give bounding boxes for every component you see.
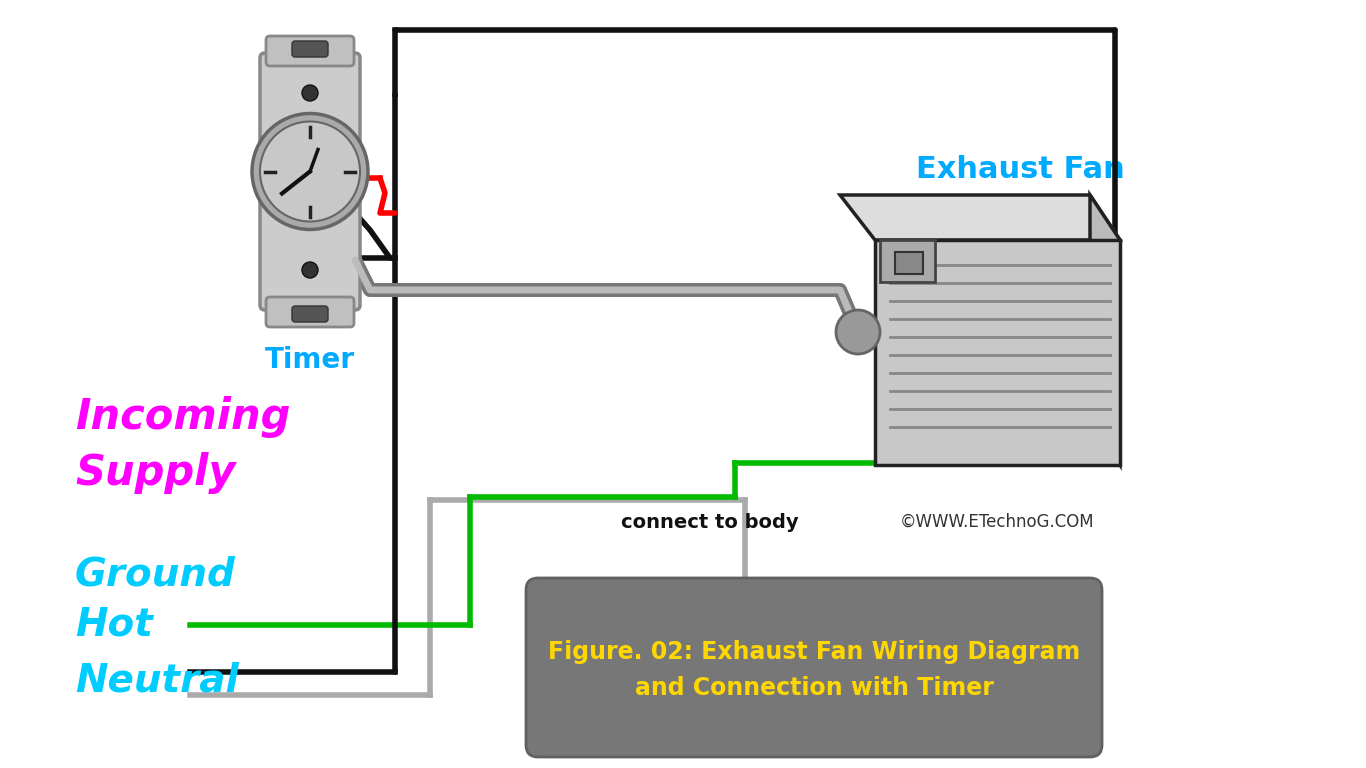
Text: Timer: Timer bbox=[265, 346, 355, 374]
Bar bbox=[880, 240, 934, 282]
Text: Ground: Ground bbox=[75, 556, 236, 594]
Circle shape bbox=[836, 310, 880, 354]
Circle shape bbox=[251, 114, 367, 230]
FancyBboxPatch shape bbox=[266, 36, 354, 66]
Polygon shape bbox=[876, 240, 1120, 465]
Circle shape bbox=[302, 262, 318, 278]
Text: Hot: Hot bbox=[75, 606, 153, 644]
Text: connect to body: connect to body bbox=[622, 512, 799, 531]
FancyBboxPatch shape bbox=[266, 297, 354, 327]
Text: Exhaust Fan: Exhaust Fan bbox=[915, 155, 1124, 184]
Polygon shape bbox=[840, 195, 1120, 240]
Circle shape bbox=[260, 121, 361, 221]
Bar bbox=[895, 252, 923, 274]
Circle shape bbox=[302, 85, 318, 101]
Polygon shape bbox=[1090, 195, 1120, 465]
Text: Figure. 02: Exhaust Fan Wiring Diagram
and Connection with Timer: Figure. 02: Exhaust Fan Wiring Diagram a… bbox=[548, 641, 1081, 700]
FancyBboxPatch shape bbox=[526, 578, 1102, 757]
Text: ©WWW.ETechnoG.COM: ©WWW.ETechnoG.COM bbox=[900, 513, 1094, 531]
FancyBboxPatch shape bbox=[292, 41, 328, 57]
FancyBboxPatch shape bbox=[292, 306, 328, 322]
Text: Incoming
Supply: Incoming Supply bbox=[75, 396, 291, 494]
Text: Neutral: Neutral bbox=[75, 661, 239, 699]
FancyBboxPatch shape bbox=[260, 53, 361, 310]
